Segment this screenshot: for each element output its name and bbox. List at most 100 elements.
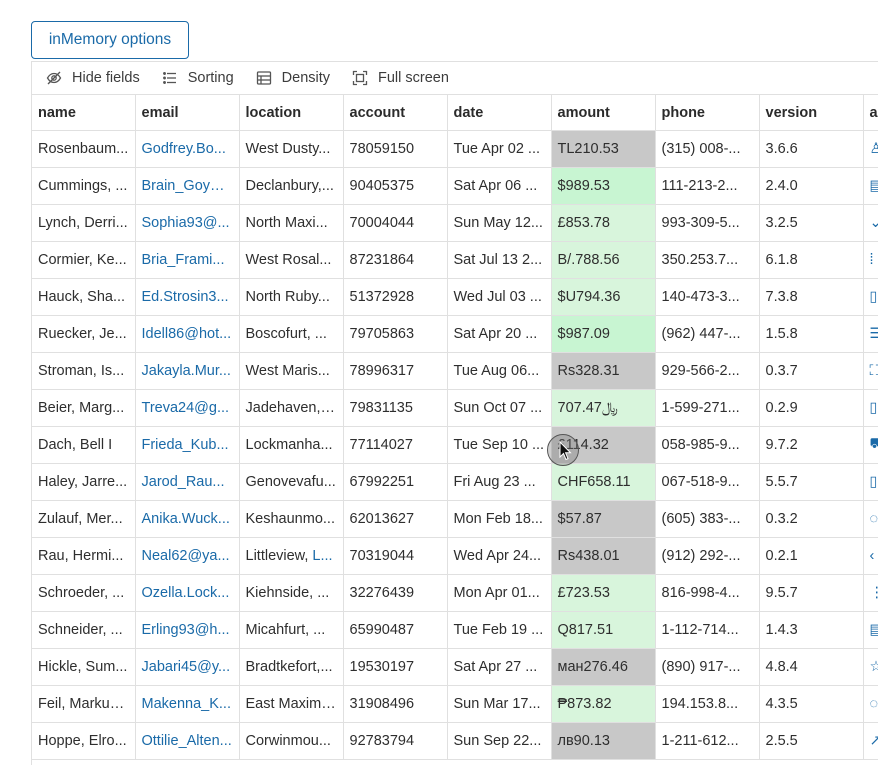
cell-phone: 1-211-612... <box>655 722 760 760</box>
cart-icon[interactable]: ⛟ <box>863 426 878 464</box>
table-row[interactable]: Rau, Hermi... Neal62@ya... Littleview, L..… <box>32 537 878 575</box>
cell-email[interactable]: Ozella.Lock... <box>135 574 240 612</box>
cell-date: Sun May 12... <box>447 204 552 242</box>
table-row[interactable]: Schroeder, ... Ozella.Lock... Kiehnside, .… <box>32 574 878 612</box>
table-row[interactable]: Zulauf, Mer... Anika.Wuck... Keshaunmo... 6… <box>32 500 878 538</box>
cell-account: 62013627 <box>343 500 448 538</box>
table-row[interactable]: Feil, Markus... Makenna_K... East Maximi..… <box>32 685 878 723</box>
file-icon[interactable]: ▯ <box>863 389 878 427</box>
column-header-amount[interactable]: amount <box>551 95 656 131</box>
cell-name: Hoppe, Elro... <box>32 722 136 760</box>
cell-email[interactable]: Idell86@hot... <box>135 315 240 353</box>
cell-account: 79831135 <box>343 389 448 427</box>
cell-email[interactable]: Jakayla.Mur... <box>135 352 240 390</box>
table-row[interactable]: Rosenbaum... Godfrey.Bo... West Dusty... 78… <box>32 130 878 168</box>
sorting-button[interactable]: Sorting <box>162 70 234 86</box>
circle-icon[interactable]: ◌ <box>863 685 878 723</box>
cell-amount: лв90.13 <box>551 722 656 760</box>
cell-name: Schneider, ... <box>32 611 136 649</box>
cell-amount: £853.78 <box>551 204 656 242</box>
table-row[interactable]: Hickle, Sum... Jabari45@y... Bradtkefort,.… <box>32 648 878 686</box>
cell-version: 7.3.8 <box>759 278 864 316</box>
grid-icon[interactable]: ▤ <box>863 611 878 649</box>
more-vertical-icon[interactable]: ⋮ <box>863 574 878 612</box>
column-header-location[interactable]: location <box>239 95 344 131</box>
chevron-left-icon[interactable]: ‹ <box>863 537 878 575</box>
cell-phone: (962) 447-... <box>655 315 760 353</box>
table-row[interactable]: Ruecker, Je... Idell86@hot... Boscofurt, .… <box>32 315 878 353</box>
cell-version: 1.4.3 <box>759 611 864 649</box>
cell-name: Haley, Jarre... <box>32 463 136 501</box>
cell-phone: 929-566-2... <box>655 352 760 390</box>
circle-icon[interactable]: ◌ <box>863 500 878 538</box>
column-header-ac[interactable]: ac <box>863 95 878 131</box>
file-icon[interactable]: ▯ <box>863 463 878 501</box>
frame-icon[interactable]: ⛶ <box>863 352 878 390</box>
cell-account: 79705863 <box>343 315 448 353</box>
cell-email[interactable]: Treva24@g... <box>135 389 240 427</box>
cell-account: 51372928 <box>343 278 448 316</box>
cell-amount: $989.53 <box>551 167 656 205</box>
cell-date: Sat Apr 20 ... <box>447 315 552 353</box>
cell-email[interactable]: Jarod_Rau... <box>135 463 240 501</box>
cell-account: 87231864 <box>343 241 448 279</box>
column-header-email[interactable]: email <box>135 95 240 131</box>
hide-fields-button[interactable]: Hide fields <box>46 70 140 86</box>
cell-amount: Rs328.31 <box>551 352 656 390</box>
cell-location: West Rosal... <box>239 241 344 279</box>
cell-amount: ₱873.82 <box>551 685 656 723</box>
table-row[interactable]: Beier, Marg... Treva24@g... Jadehaven, ...… <box>32 389 878 427</box>
grid-icon[interactable]: ▤ <box>863 167 878 205</box>
inmemory-options-button[interactable]: inMemory options <box>31 21 189 59</box>
cell-phone: 194.153.8... <box>655 685 760 723</box>
star-icon[interactable]: ☆ <box>863 648 878 686</box>
table-row[interactable]: Cummings, ... Brain_Goyet... Declanbury,..… <box>32 167 878 205</box>
full-screen-button[interactable]: Full screen <box>352 70 449 86</box>
chevron-down-icon[interactable]: ⌄ <box>863 204 878 242</box>
table-row[interactable]: Haley, Jarre... Jarod_Rau... Genovevafu...… <box>32 463 878 501</box>
trend-icon[interactable]: ↗ <box>863 722 878 760</box>
column-header-version[interactable]: version <box>759 95 864 131</box>
menu-icon[interactable]: ☰ <box>863 315 878 353</box>
dots-icon[interactable]: ⁞ <box>863 241 878 279</box>
table-row[interactable]: Hauck, Sha... Ed.Strosin3... North Ruby...… <box>32 278 878 316</box>
cell-email[interactable]: Anika.Wuck... <box>135 500 240 538</box>
column-header-name[interactable]: name <box>32 95 136 131</box>
table-row[interactable]: Lynch, Derri... Sophia93@... North Maxi...… <box>32 204 878 242</box>
cell-email[interactable]: Jabari45@y... <box>135 648 240 686</box>
cell-email[interactable]: Sophia93@... <box>135 204 240 242</box>
table-row[interactable]: Stroman, Is... Jakayla.Mur... West Maris..… <box>32 352 878 390</box>
file-icon[interactable]: ▯ <box>863 278 878 316</box>
cell-email[interactable]: Ottilie_Alten... <box>135 722 240 760</box>
cell-email[interactable]: Makenna_K... <box>135 685 240 723</box>
cell-amount: Q817.51 <box>551 611 656 649</box>
table-row[interactable]: Dach, Bell I Frieda_Kub... Lockmanha... 771… <box>32 426 878 464</box>
column-header-phone[interactable]: phone <box>655 95 760 131</box>
table-row[interactable]: Hoppe, Elro... Ottilie_Alten... Corwinmou.… <box>32 722 878 760</box>
cell-amount: TL210.53 <box>551 130 656 168</box>
cell-location: Kiehnside, ... <box>239 574 344 612</box>
cell-name: Ruecker, Je... <box>32 315 136 353</box>
eye-off-icon <box>46 71 62 85</box>
user-icon[interactable]: ♙ <box>863 130 878 168</box>
location-link[interactable]: L... <box>312 548 333 564</box>
cell-email[interactable]: Frieda_Kub... <box>135 426 240 464</box>
cell-email[interactable]: Godfrey.Bo... <box>135 130 240 168</box>
data-table: name email location account date amount phone v… <box>32 95 878 760</box>
density-button[interactable]: Density <box>256 70 330 86</box>
column-header-date[interactable]: date <box>447 95 552 131</box>
cell-email[interactable]: Erling93@h... <box>135 611 240 649</box>
table-row[interactable]: Schneider, ... Erling93@h... Micahfurt, ..… <box>32 611 878 649</box>
cell-email[interactable]: Brain_Goyet... <box>135 167 240 205</box>
cell-account: 67992251 <box>343 463 448 501</box>
cell-email[interactable]: Ed.Strosin3... <box>135 278 240 316</box>
table-row[interactable]: Cormier, Ke... Bria_Frami... West Rosal...… <box>32 241 878 279</box>
cell-name: Hickle, Sum... <box>32 648 136 686</box>
cell-amount: B/.788.56 <box>551 241 656 279</box>
cell-email[interactable]: Neal62@ya... <box>135 537 240 575</box>
column-header-account[interactable]: account <box>343 95 448 131</box>
cell-email[interactable]: Bria_Frami... <box>135 241 240 279</box>
cell-name: Stroman, Is... <box>32 352 136 390</box>
cell-name: Lynch, Derri... <box>32 204 136 242</box>
cell-location: Boscofurt, ... <box>239 315 344 353</box>
